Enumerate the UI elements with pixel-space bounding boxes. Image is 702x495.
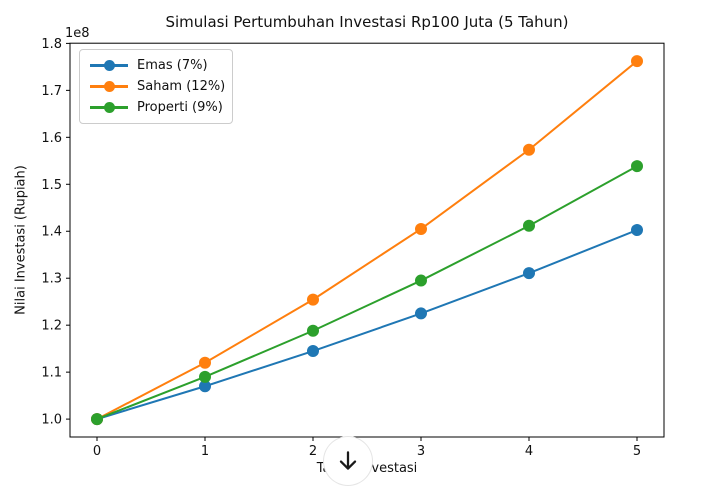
x-tick-label: 4 <box>525 444 533 459</box>
x-tick-label: 2 <box>309 444 317 459</box>
series-line-Emas (7%) <box>96 229 638 421</box>
data-point <box>631 55 643 68</box>
data-point <box>415 222 427 235</box>
legend: Emas (7%) Saham (12%) Properti (9%) <box>79 49 233 124</box>
legend-label: Emas (7%) <box>137 58 208 73</box>
legend-marker-icon <box>90 101 128 115</box>
y-tick-label: 1.8 <box>41 37 62 52</box>
data-point <box>523 219 535 232</box>
x-tick-label: 5 <box>633 444 641 459</box>
y-tick-label: 1.7 <box>41 84 62 99</box>
legend-label: Saham (12%) <box>137 79 226 94</box>
y-axis-label: Nilai Investasi (Rupiah) <box>13 165 29 315</box>
axes-spines <box>69 42 665 438</box>
data-point <box>91 413 103 426</box>
series-line-Saham (12%) <box>96 60 638 420</box>
data-point <box>307 324 319 337</box>
data-point <box>415 274 427 287</box>
legend-marker-icon <box>90 59 128 73</box>
y-tick-label: 1.0 <box>41 413 62 428</box>
y-tick-label: 1.6 <box>41 131 62 146</box>
legend-item: Properti (9%) <box>90 97 223 118</box>
y-axis-offset-label: 1e8 <box>65 26 90 41</box>
series-line-Properti (9%) <box>96 165 638 421</box>
chart-title: Simulasi Pertumbuhan Investasi Rp100 Jut… <box>165 13 569 31</box>
down-arrow-icon <box>339 451 357 470</box>
data-point <box>523 143 535 156</box>
y-tick-label: 1.1 <box>41 366 62 381</box>
legend-marker-icon <box>90 80 128 94</box>
legend-label: Properti (9%) <box>137 100 223 115</box>
data-point <box>631 160 643 173</box>
data-point <box>307 293 319 306</box>
legend-item: Saham (12%) <box>90 76 226 97</box>
data-point <box>199 356 211 369</box>
y-tick-label: 1.3 <box>41 272 62 287</box>
scroll-down-button[interactable] <box>323 436 373 486</box>
data-point <box>523 267 535 280</box>
data-point <box>415 307 427 320</box>
x-tick-label: 3 <box>417 444 425 459</box>
data-point <box>199 370 211 383</box>
data-point <box>631 224 643 237</box>
legend-item: Emas (7%) <box>90 55 222 76</box>
data-point <box>307 345 319 358</box>
x-tick-label: 0 <box>93 444 101 459</box>
x-tick-label: 1 <box>201 444 209 459</box>
y-tick-label: 1.5 <box>41 178 62 193</box>
y-tick-label: 1.4 <box>41 225 62 240</box>
data-point <box>199 380 211 393</box>
y-tick-label: 1.2 <box>41 319 62 334</box>
